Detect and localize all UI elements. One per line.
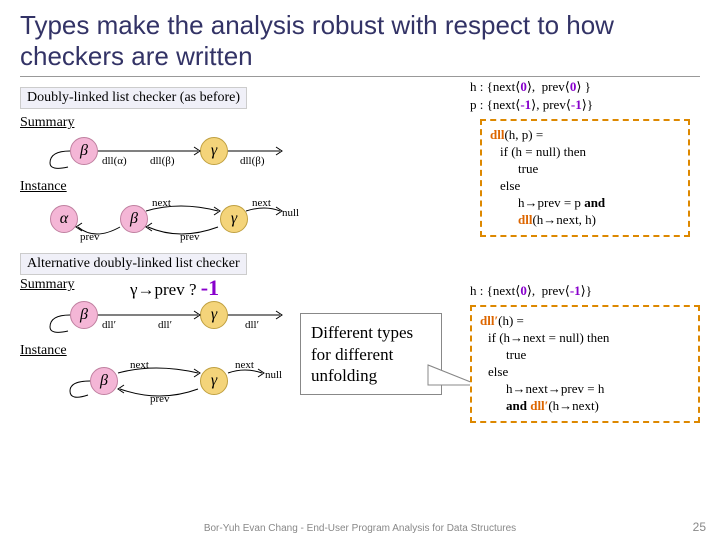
title-divider (20, 76, 700, 77)
code2-l1: dll′(h) = (480, 313, 690, 330)
code1-l6: dll(h→next, h) (490, 212, 680, 229)
code1-l4: else (490, 178, 680, 195)
content-area: Doubly-linked list checker (as before) S… (0, 85, 720, 411)
type2-h: h : {next⟨0⟩, prev⟨-1⟩} (470, 283, 592, 299)
type1-p: p : {next⟨-1⟩, prev⟨-1⟩} (470, 97, 593, 113)
code2-l2: if (h→next = null) then (480, 330, 690, 347)
page-number: 25 (693, 520, 706, 534)
code1-l5: h→prev = p and (490, 195, 680, 212)
code1-l1: dll(h, p) = (490, 127, 680, 144)
section1-label: Doubly-linked list checker (as before) (20, 87, 247, 109)
code1-l2: if (h = null) then (490, 144, 680, 161)
code2-l5: h→next→prev = h (480, 381, 690, 398)
slide-title: Types make the analysis robust with resp… (0, 0, 720, 72)
code2-l6: and dll′(h→next) (480, 398, 690, 415)
footer-text: Bor-Yuh Evan Chang - End-User Program An… (0, 523, 720, 534)
code1-l3: true (490, 161, 680, 178)
instance1-arrows (40, 197, 330, 247)
type1-h: h : {next⟨0⟩, prev⟨0⟩ } (470, 79, 591, 95)
section2-label: Alternative doubly-linked list checker (20, 253, 247, 275)
summary2-arrows (40, 297, 320, 337)
summary2-label: Summary (20, 277, 74, 293)
code2-box: dll′(h) = if (h→next = null) then true e… (470, 305, 700, 422)
code2-l4: else (480, 364, 690, 381)
code1-box: dll(h, p) = if (h = null) then true else… (480, 119, 690, 236)
instance2-arrows (40, 361, 320, 409)
code2-l3: true (480, 347, 690, 364)
summary1-arrows (40, 133, 320, 173)
